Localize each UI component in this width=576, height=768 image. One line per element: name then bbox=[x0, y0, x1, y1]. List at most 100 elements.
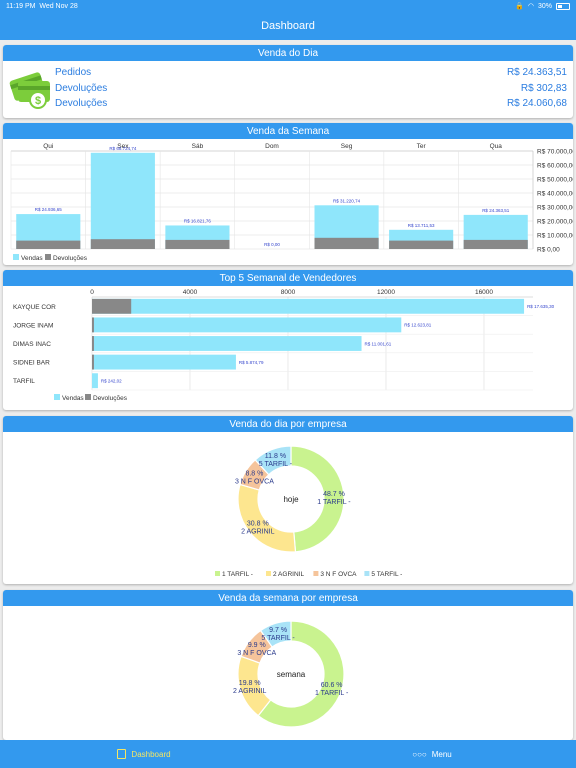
bar-vendas bbox=[92, 373, 98, 389]
devolucoes-label: Devoluções bbox=[55, 83, 108, 94]
legend-swatch bbox=[364, 571, 370, 576]
top5-card: Top 5 Semanal de Vendedores 0 4000 8000 120… bbox=[3, 270, 573, 410]
bar-value-label: R$ 68.724,74 bbox=[109, 146, 137, 151]
tab-menu[interactable]: ○○○ Menu bbox=[288, 740, 576, 768]
pie-slice bbox=[259, 620, 292, 648]
x-tick-label: Seg bbox=[341, 143, 353, 150]
venda-semana-chart: R$ 0,00 R$ 10.000,00 R$ 20.000,00 R$ 30.000… bbox=[10, 143, 573, 262]
status-bar: 11:19 PM Wed Nov 28 🔒 ◠ 30% bbox=[0, 0, 576, 12]
pie-name-label: 1 TARFIL - bbox=[315, 690, 349, 697]
battery-icon bbox=[556, 2, 570, 10]
pie-center-label: semana bbox=[277, 670, 306, 679]
pie-value-label: 60.6 % bbox=[321, 682, 343, 689]
lock-icon: 🔒 bbox=[515, 3, 524, 10]
bar-devolucoes bbox=[92, 354, 94, 370]
battery-percent: 30% bbox=[537, 2, 552, 10]
bar-value-label: R$ 24.936,65 bbox=[35, 207, 63, 212]
tab-dashboard[interactable]: Dashboard bbox=[0, 740, 288, 768]
pedidos-value: R$ 24.363,51 bbox=[506, 67, 567, 78]
x-tick-label: 4000 bbox=[183, 289, 198, 296]
svg-text:$: $ bbox=[35, 95, 41, 107]
legend-swatch-devolucoes bbox=[85, 394, 91, 400]
legend-swatch-vendas bbox=[13, 254, 19, 260]
pie-name-label: 5 TARFIL - bbox=[259, 461, 293, 468]
pie-value-label: 9.9 % bbox=[248, 642, 266, 649]
pie-center-label: hoje bbox=[283, 495, 299, 504]
x-tick-label: 12000 bbox=[377, 289, 395, 296]
x-tick-label: Qua bbox=[490, 143, 503, 150]
y-tick-label: SIDNEI BAR bbox=[13, 360, 50, 367]
tab-bar: Dashboard ○○○ Menu bbox=[0, 740, 576, 768]
pie-name-label: 1 TARFIL - bbox=[317, 499, 351, 506]
x-tick-label: 8000 bbox=[281, 289, 296, 296]
y-tick-label: R$ 30.000,00 bbox=[537, 205, 573, 212]
tab-dashboard-label: Dashboard bbox=[131, 749, 171, 759]
pie-value-label: 11.8 % bbox=[265, 453, 286, 460]
pie-name-label: 3 N F OVCA bbox=[235, 478, 274, 485]
pie-name-label: 2 AGRINIL bbox=[241, 528, 275, 535]
bar-value-label: R$ 5.874,79 bbox=[239, 360, 264, 365]
bar-value-label: R$ 16.821,76 bbox=[184, 218, 212, 223]
y-tick-label: TARFIL bbox=[13, 378, 35, 385]
liquido-value: R$ 24.060,68 bbox=[506, 98, 567, 109]
y-tick-label: R$ 60.000,00 bbox=[537, 163, 573, 170]
legend-label: 1 TARFIL - bbox=[222, 571, 253, 578]
y-tick-label: R$ 40.000,00 bbox=[537, 191, 573, 198]
empresa-semana-header: Venda da semana por empresa bbox=[3, 590, 573, 606]
bar-devolucoes bbox=[92, 298, 132, 314]
bar-devolucoes bbox=[389, 240, 454, 249]
legend-swatch bbox=[215, 571, 220, 576]
bar-value-label: R$ 11.001,61 bbox=[365, 341, 392, 346]
x-tick-label: Ter bbox=[417, 143, 427, 150]
bar-devolucoes bbox=[92, 317, 94, 333]
x-tick-label: Sex bbox=[117, 143, 129, 150]
pie-slice bbox=[254, 445, 292, 476]
legend-label: 3 N F OVCA bbox=[320, 571, 357, 578]
venda-semana-card: Venda da Semana R$ 0,00 R$ 10.000,00 R$ 20… bbox=[3, 123, 573, 265]
bar-vendas bbox=[92, 354, 236, 370]
legend-label-devolucoes: Devoluções bbox=[93, 395, 128, 402]
status-date: Wed Nov 28 bbox=[39, 2, 78, 10]
legend-label-devolucoes: Devoluções bbox=[53, 255, 88, 262]
empresa-dia-header: Venda do dia por empresa bbox=[3, 416, 573, 432]
nav-bar: Dashboard bbox=[0, 12, 576, 40]
bar-vendas bbox=[92, 336, 362, 351]
legend-label: 2 AGRINIL bbox=[273, 571, 304, 578]
wifi-icon: ◠ bbox=[527, 3, 534, 10]
y-tick-label: DIMAS INAC bbox=[13, 341, 51, 348]
y-tick-label: R$ 70.000,00 bbox=[537, 149, 573, 156]
bar-devolucoes bbox=[165, 239, 230, 249]
pie-value-label: 9.7 % bbox=[269, 627, 287, 634]
more-dots-icon: ○○○ bbox=[412, 749, 427, 759]
x-tick-label: 16000 bbox=[475, 289, 493, 296]
legend-swatch-devolucoes bbox=[45, 254, 51, 260]
legend-label: 5 TARFIL - bbox=[371, 571, 402, 578]
bar-value-label: R$ 17.635,30 bbox=[527, 304, 555, 309]
y-tick-label: R$ 50.000,00 bbox=[537, 177, 573, 184]
legend-label-vendas: Vendas bbox=[62, 395, 84, 402]
x-tick-label: Qui bbox=[43, 143, 53, 150]
y-tick-label: R$ 0,00 bbox=[537, 247, 560, 254]
devolucoes-value: R$ 302,83 bbox=[520, 83, 567, 94]
top5-header: Top 5 Semanal de Vendedores bbox=[3, 270, 573, 286]
pie-value-label: 19.8 % bbox=[239, 680, 261, 687]
bar-vendas bbox=[90, 152, 155, 249]
pie-value-label: 8.8 % bbox=[245, 470, 263, 477]
pedidos-label: Pedidos bbox=[55, 67, 92, 78]
x-tick-label: Dom bbox=[265, 143, 279, 150]
page-title: Dashboard bbox=[261, 20, 315, 32]
status-time: 11:19 PM bbox=[6, 2, 36, 10]
pie-value-label: 30.8 % bbox=[247, 520, 269, 527]
x-tick-label: 0 bbox=[90, 289, 94, 296]
bar-devolucoes bbox=[314, 237, 379, 249]
y-tick-label: R$ 10.000,00 bbox=[537, 233, 573, 240]
bar-vendas bbox=[92, 298, 525, 314]
legend-label-vendas: Vendas bbox=[21, 255, 43, 262]
pie-value-label: 48.7 % bbox=[323, 491, 345, 498]
bar-value-label: R$ 242,02 bbox=[101, 379, 122, 384]
bar-vendas bbox=[92, 317, 402, 333]
bar-devolucoes bbox=[92, 336, 94, 351]
bar-value-label: R$ 31.220,74 bbox=[333, 198, 361, 203]
bar-value-label: R$ 0,00 bbox=[264, 242, 280, 247]
x-tick-label: Sáb bbox=[192, 143, 204, 150]
